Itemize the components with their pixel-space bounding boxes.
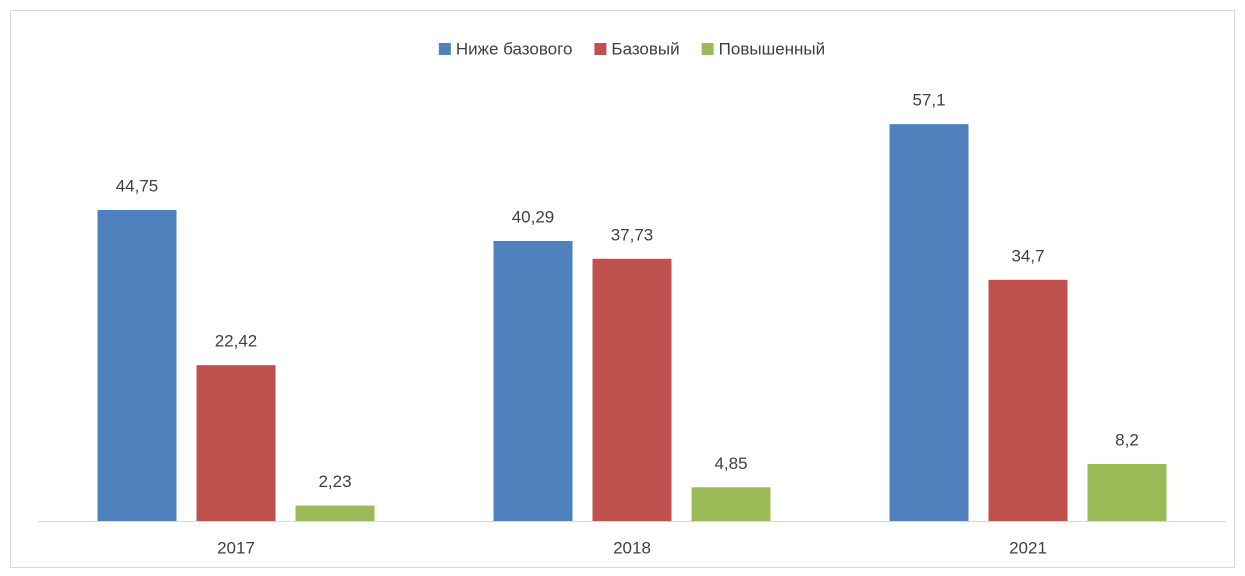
x-tick-label: 2021 bbox=[1009, 538, 1047, 557]
data-label: 57,1 bbox=[912, 91, 945, 110]
bar bbox=[196, 365, 276, 521]
legend-label: Ниже базового bbox=[456, 39, 573, 58]
data-label: 44,75 bbox=[116, 176, 159, 195]
bar bbox=[295, 505, 375, 521]
bar bbox=[988, 279, 1068, 521]
data-label: 34,7 bbox=[1011, 246, 1044, 265]
legend-label: Базовый bbox=[611, 39, 679, 58]
data-label: 40,29 bbox=[512, 207, 555, 226]
bar bbox=[889, 124, 969, 521]
bar bbox=[1087, 464, 1167, 521]
data-label: 37,73 bbox=[611, 225, 654, 244]
legend-swatch bbox=[594, 43, 607, 55]
legend-label: Повышенный bbox=[719, 39, 826, 58]
data-label: 2,23 bbox=[318, 472, 351, 491]
data-label: 4,85 bbox=[714, 454, 747, 473]
bar bbox=[592, 258, 672, 521]
x-tick-label: 2018 bbox=[613, 538, 651, 557]
data-label: 22,42 bbox=[215, 332, 258, 351]
bar bbox=[493, 240, 573, 521]
legend-swatch bbox=[438, 43, 451, 55]
data-label: 8,2 bbox=[1115, 430, 1139, 449]
bar bbox=[97, 209, 177, 522]
legend-swatch bbox=[701, 43, 714, 55]
bar bbox=[691, 487, 771, 521]
x-tick-label: 2017 bbox=[217, 538, 255, 557]
